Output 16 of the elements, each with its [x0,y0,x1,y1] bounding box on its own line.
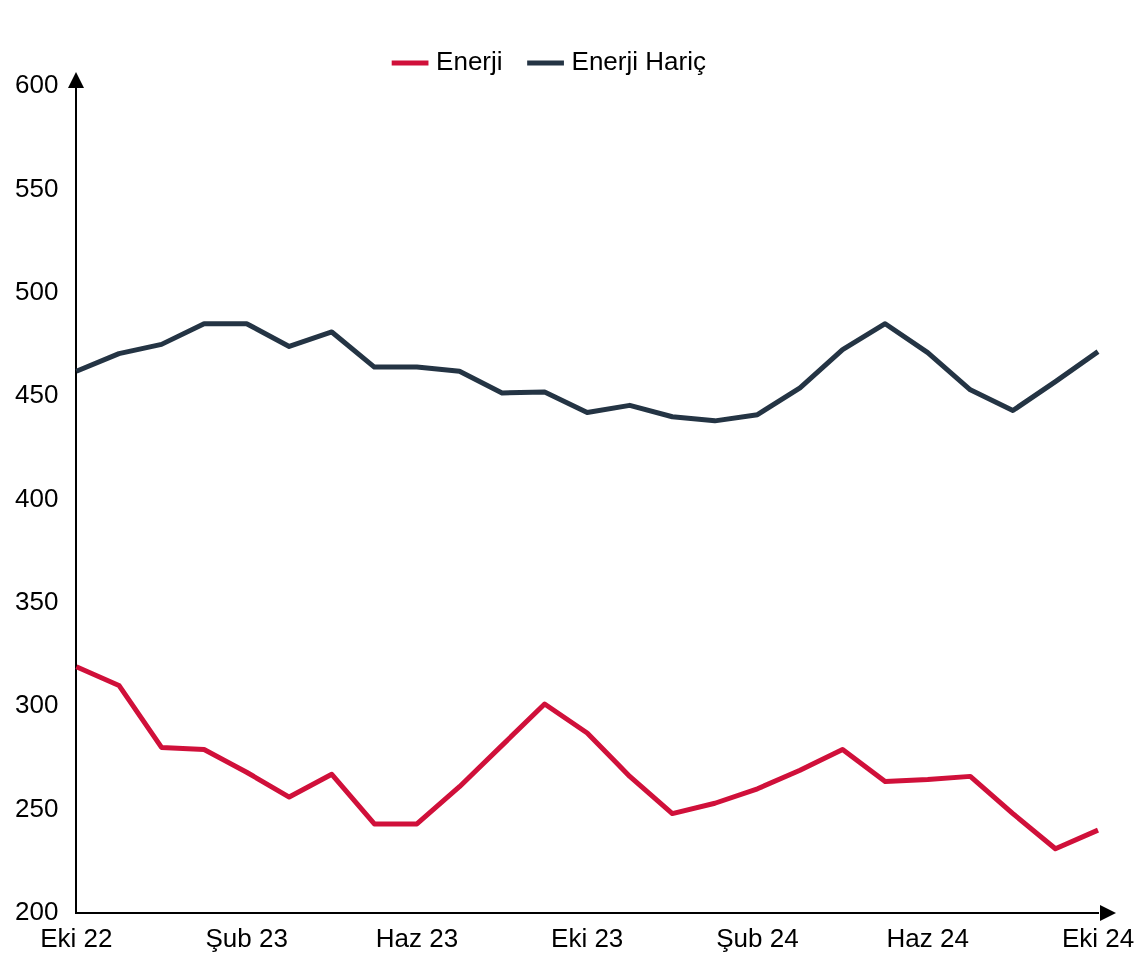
x-tick-label: Eki 24 [1061,922,1135,953]
legend-label: Enerji [436,46,503,77]
x-tick-label: Eki 23 [551,922,624,953]
y-tick-label: 600 [14,69,59,100]
y-tick-label: 250 [14,792,59,823]
y-tick-label: 450 [14,379,59,410]
x-tick-label: Şub 24 [716,922,799,953]
x-tick-label: Haz 23 [375,922,459,953]
y-tick-label: 400 [14,482,59,513]
y-tick-label: 350 [14,585,59,616]
y-tick-label: 500 [14,275,59,306]
x-tick-label: Haz 24 [886,922,969,953]
y-tick-label: 300 [14,689,59,720]
x-tick-label: Şub 23 [205,922,288,953]
y-tick-label: 550 [14,172,59,203]
legend-label: Enerji Hariç [571,46,706,77]
